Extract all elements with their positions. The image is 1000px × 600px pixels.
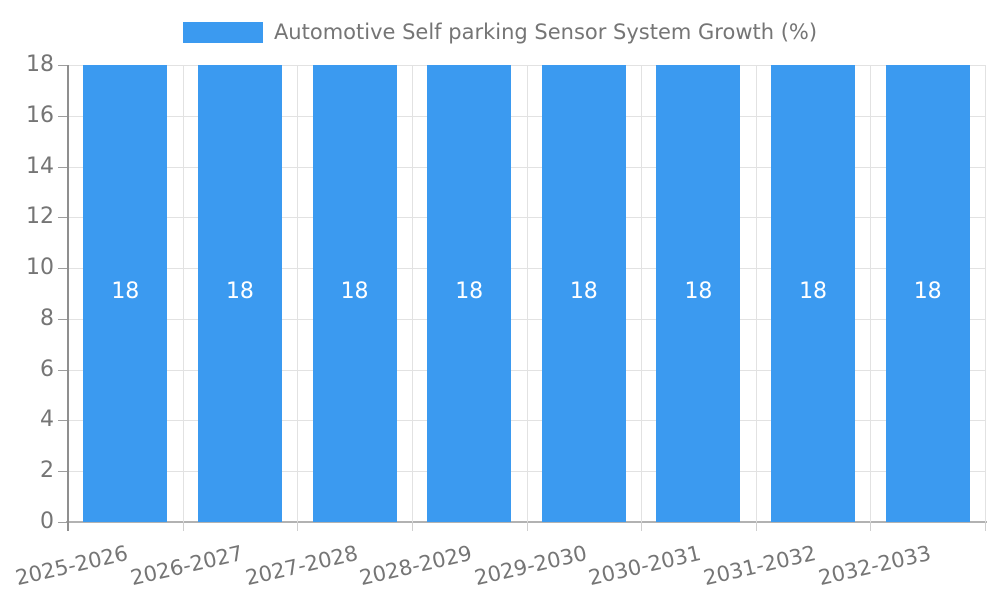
bar-value-label: 18 (111, 278, 140, 304)
x-tick (641, 522, 643, 531)
legend-label: Automotive Self parking Sensor System Gr… (273, 20, 818, 44)
y-tick (58, 268, 68, 270)
bar[interactable]: 18 (312, 65, 397, 522)
bar[interactable]: 18 (541, 65, 626, 522)
y-tick-label: 4 (40, 407, 54, 433)
bar-value-label: 18 (340, 278, 369, 304)
bar-value-label: 18 (913, 278, 942, 304)
legend-item-growth[interactable]: Automotive Self parking Sensor System Gr… (182, 20, 818, 44)
y-tick-label: 10 (26, 255, 54, 281)
x-tick (297, 522, 299, 531)
bar-value-label: 18 (799, 278, 828, 304)
bar[interactable]: 18 (83, 65, 168, 522)
x-tick (411, 522, 413, 531)
legend-swatch (182, 21, 263, 43)
y-tick-label: 6 (40, 356, 54, 382)
y-tick (58, 420, 68, 422)
y-axis-line (67, 65, 69, 531)
gridline-v (985, 65, 986, 522)
x-tick (182, 522, 184, 531)
y-tick (58, 115, 68, 117)
y-tick (58, 65, 68, 66)
y-tick (58, 369, 68, 371)
y-tick (58, 471, 68, 473)
x-tick (985, 522, 986, 531)
gridline-v (641, 65, 643, 522)
x-tick (870, 522, 872, 531)
x-tick (755, 522, 757, 531)
bar-value-label: 18 (569, 278, 598, 304)
y-tick-label: 2 (40, 458, 54, 484)
bar[interactable]: 18 (427, 65, 512, 522)
gridline-v (297, 65, 299, 522)
bar-value-label: 18 (684, 278, 713, 304)
gridline-v (755, 65, 757, 522)
y-tick (58, 522, 68, 523)
y-tick (58, 318, 68, 320)
y-tick-label: 18 (26, 52, 54, 77)
y-tick-label: 14 (26, 153, 54, 179)
chart-legend: Automotive Self parking Sensor System Gr… (0, 20, 1000, 44)
x-tick (526, 522, 528, 531)
y-tick (58, 217, 68, 219)
y-tick (58, 166, 68, 168)
gridline-v (870, 65, 872, 522)
y-tick-label: 12 (26, 204, 54, 230)
bar-value-label: 18 (225, 278, 254, 304)
bar[interactable]: 18 (197, 65, 282, 522)
y-tick-label: 0 (40, 509, 54, 534)
y-tick-label: 16 (26, 102, 54, 128)
bar[interactable]: 18 (885, 65, 970, 522)
bar[interactable]: 18 (771, 65, 856, 522)
bar[interactable]: 18 (656, 65, 741, 522)
gridline-v (411, 65, 413, 522)
gridline-v (526, 65, 528, 522)
gridline-v (182, 65, 184, 522)
bar-value-label: 18 (455, 278, 484, 304)
y-tick-label: 8 (40, 305, 54, 331)
